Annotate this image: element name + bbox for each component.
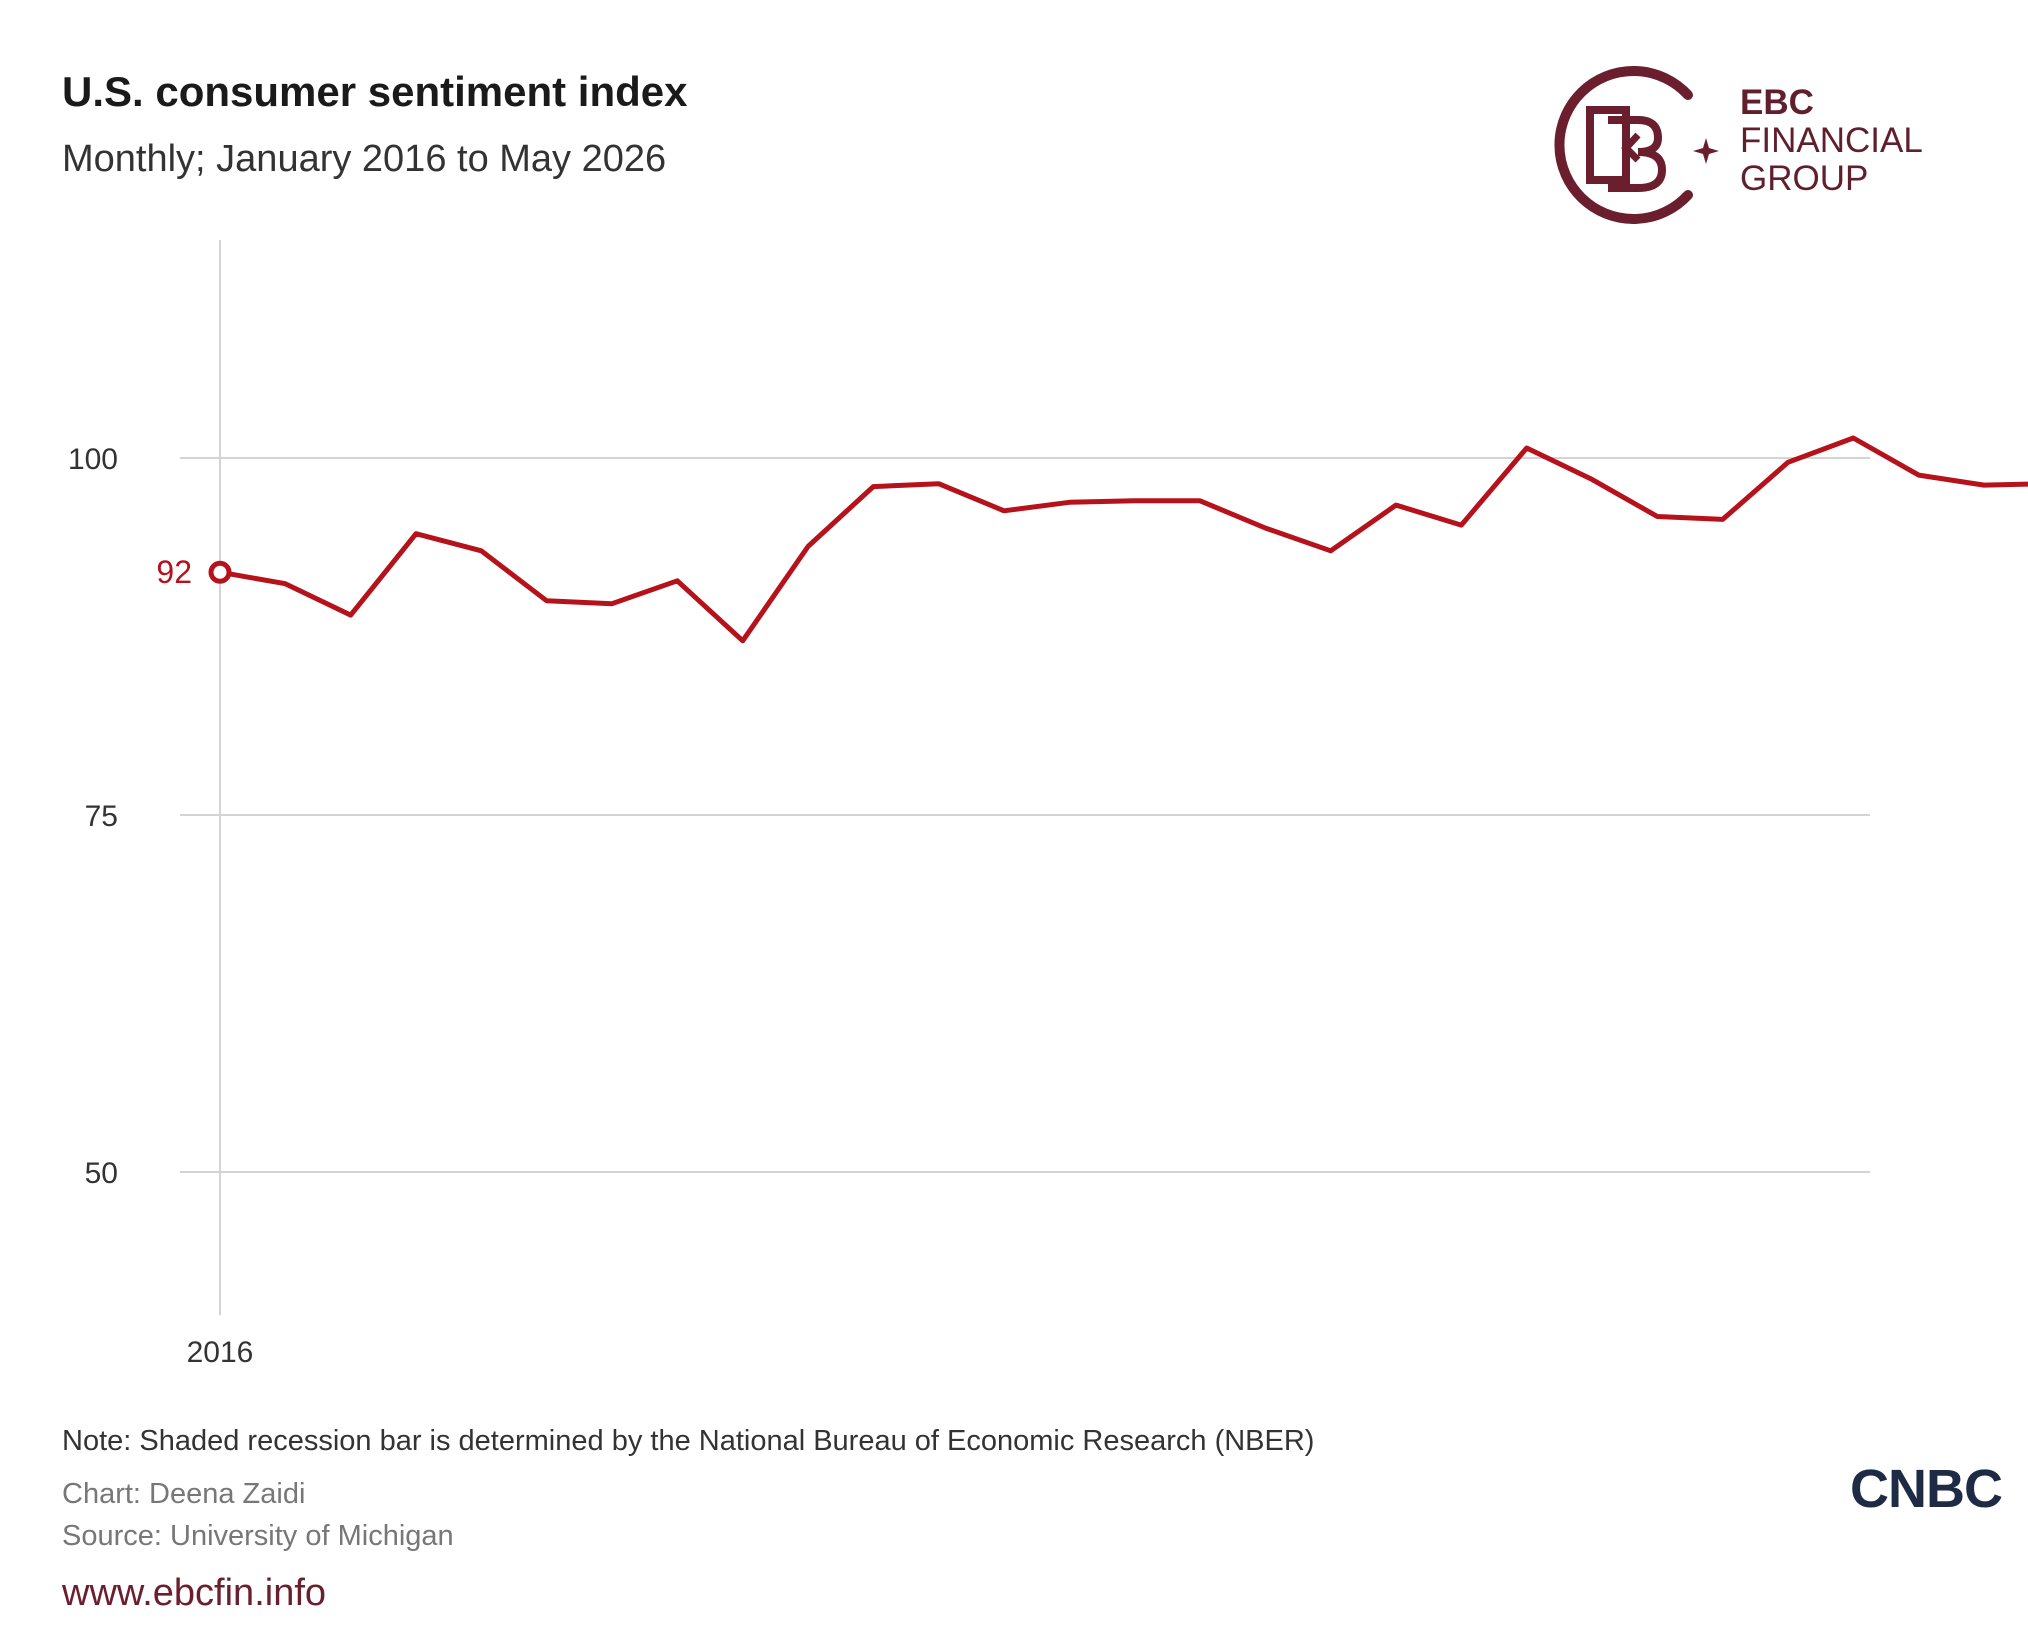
- ebc-line1: EBC: [1740, 83, 1814, 122]
- data-label: 92: [156, 554, 192, 590]
- ebc-line3: GROUP: [1740, 159, 1869, 198]
- y-tick-label: 75: [85, 800, 118, 833]
- annotation-layer: 9210171.888.35079.444.8: [156, 554, 232, 590]
- chart-credit: Chart: Deena Zaidi: [62, 1478, 306, 1510]
- axis-layer: 5075100201620212026: [68, 443, 254, 1369]
- annotation-point: [208, 560, 232, 584]
- y-tick-label: 100: [68, 443, 118, 476]
- chart-subtitle: Monthly; January 2016 to May 2026: [62, 138, 667, 180]
- cnbc-logo: CNBC: [1850, 1459, 2003, 1519]
- y-tick-label: 50: [85, 1157, 118, 1190]
- ebc-line2: FINANCIAL: [1740, 121, 1923, 160]
- source-credit: Source: University of Michigan: [62, 1520, 454, 1552]
- website-link[interactable]: www.ebcfin.info: [62, 1572, 327, 1614]
- footnote: Note: Shaded recession bar is determined…: [62, 1425, 1315, 1457]
- series-line: [217, 435, 2028, 644]
- grid-layer: [180, 240, 1870, 1315]
- line-chart: Recession 5075100201620212026 9210171.88…: [68, 240, 2028, 1369]
- ebc-logo-icon: [1538, 60, 1728, 235]
- line-layer: [217, 435, 2028, 644]
- x-tick-label: 2016: [187, 1336, 254, 1369]
- chart-title: U.S. consumer sentiment index: [62, 68, 688, 115]
- ebc-brand-text: EBC FINANCIAL GROUP: [1740, 84, 1923, 198]
